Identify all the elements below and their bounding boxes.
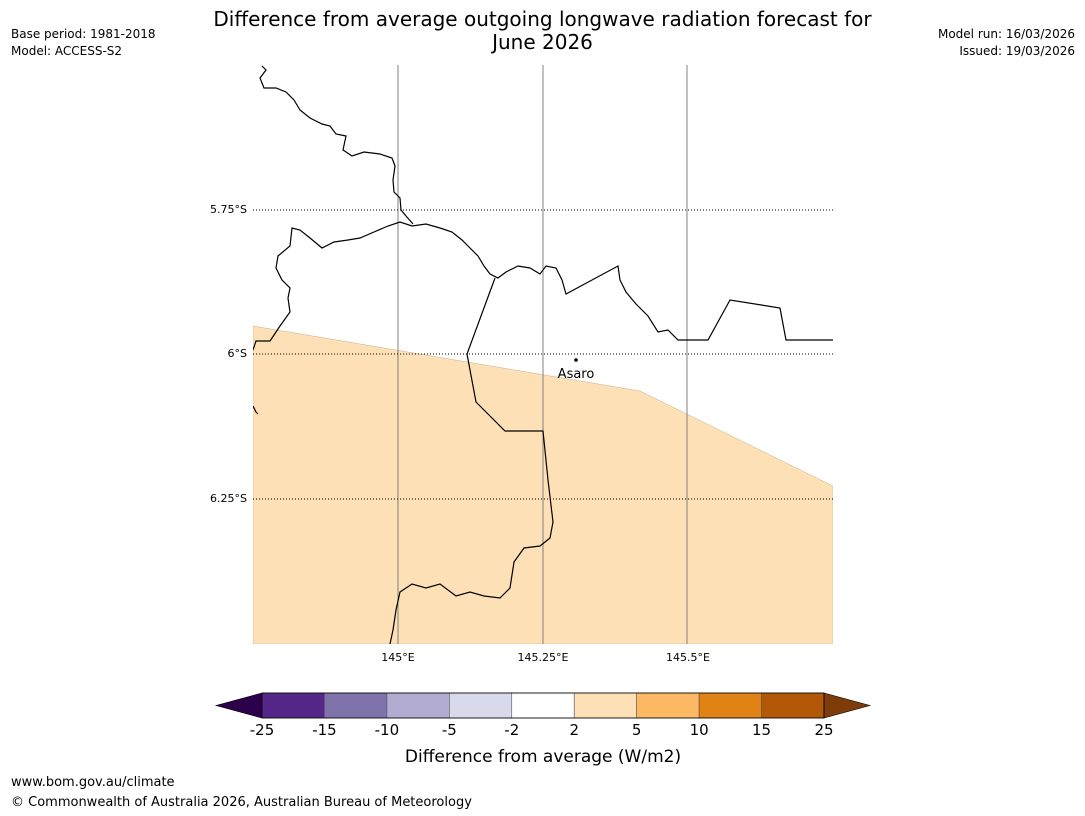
colorbar: -25 -15 -10 -5 -2 2 5 10 15 25 (214, 692, 872, 739)
colorbar-segment (698, 692, 762, 719)
lon-label-145-5E: 145.5°E (666, 651, 710, 664)
colorbar-segment (261, 692, 325, 719)
province-boundary-north (259, 65, 414, 225)
colorbar-tick-label: -15 (312, 721, 337, 739)
chart-title-line2: June 2026 (492, 30, 593, 54)
chart-title-line1: Difference from average outgoing longwav… (213, 7, 872, 31)
colorbar-segment (636, 692, 700, 719)
colorbar-extend-low (214, 692, 263, 719)
colorbar-label: Difference from average (W/m2) (405, 747, 681, 767)
footer-copyright: © Commonwealth of Australia 2026, Austra… (11, 795, 472, 810)
town-marker-asaro (574, 358, 578, 362)
colorbar-extend-high (823, 692, 872, 719)
lon-label-145-25E: 145.25°E (518, 651, 569, 664)
colorbar-outline (261, 692, 825, 719)
colorbar-tick-label: -5 (442, 721, 457, 739)
colorbar-tick-label: -2 (504, 721, 519, 739)
colorbar-tick-label: -25 (250, 721, 275, 739)
colorbar-tick-label: 5 (632, 721, 642, 739)
town-label-asaro: Asaro (558, 367, 595, 382)
colorbar-segment (511, 692, 575, 719)
lat-label-6-25S: 6.25°S (210, 492, 247, 505)
colorbar-tick-label: 15 (752, 721, 771, 739)
colorbar-segment (324, 692, 388, 719)
lat-label-5-75S: 5.75°S (210, 203, 247, 216)
colorbar-tick-label: 25 (814, 721, 833, 739)
map-area (253, 65, 833, 644)
model-run-text: Model run: 16/03/2026 (937, 27, 1075, 41)
issued-text: Issued: 19/03/2026 (959, 44, 1075, 58)
province-boundary-central (253, 221, 833, 351)
coast-fragment (253, 405, 259, 415)
colorbar-tick-label: 2 (569, 721, 579, 739)
metadata-left: Base period: 1981-2018 Model: ACCESS-S2 (11, 26, 156, 60)
footer-url: www.bom.gov.au/climate (11, 775, 175, 790)
base-period-text: Base period: 1981-2018 (11, 27, 156, 41)
province-boundary-south (389, 277, 554, 644)
colorbar-tick-label: -10 (375, 721, 400, 739)
colorbar-segment (386, 692, 450, 719)
colorbar-segment (761, 692, 825, 719)
model-text: Model: ACCESS-S2 (11, 44, 123, 58)
colorbar-segment (449, 692, 513, 719)
colorbar-segment (573, 692, 637, 719)
metadata-right: Model run: 16/03/2026 Issued: 19/03/2026 (938, 26, 1075, 60)
lon-label-145E: 145°E (381, 651, 414, 664)
colorbar-tick-label: 10 (690, 721, 709, 739)
lat-label-6S: 6°S (228, 347, 247, 360)
